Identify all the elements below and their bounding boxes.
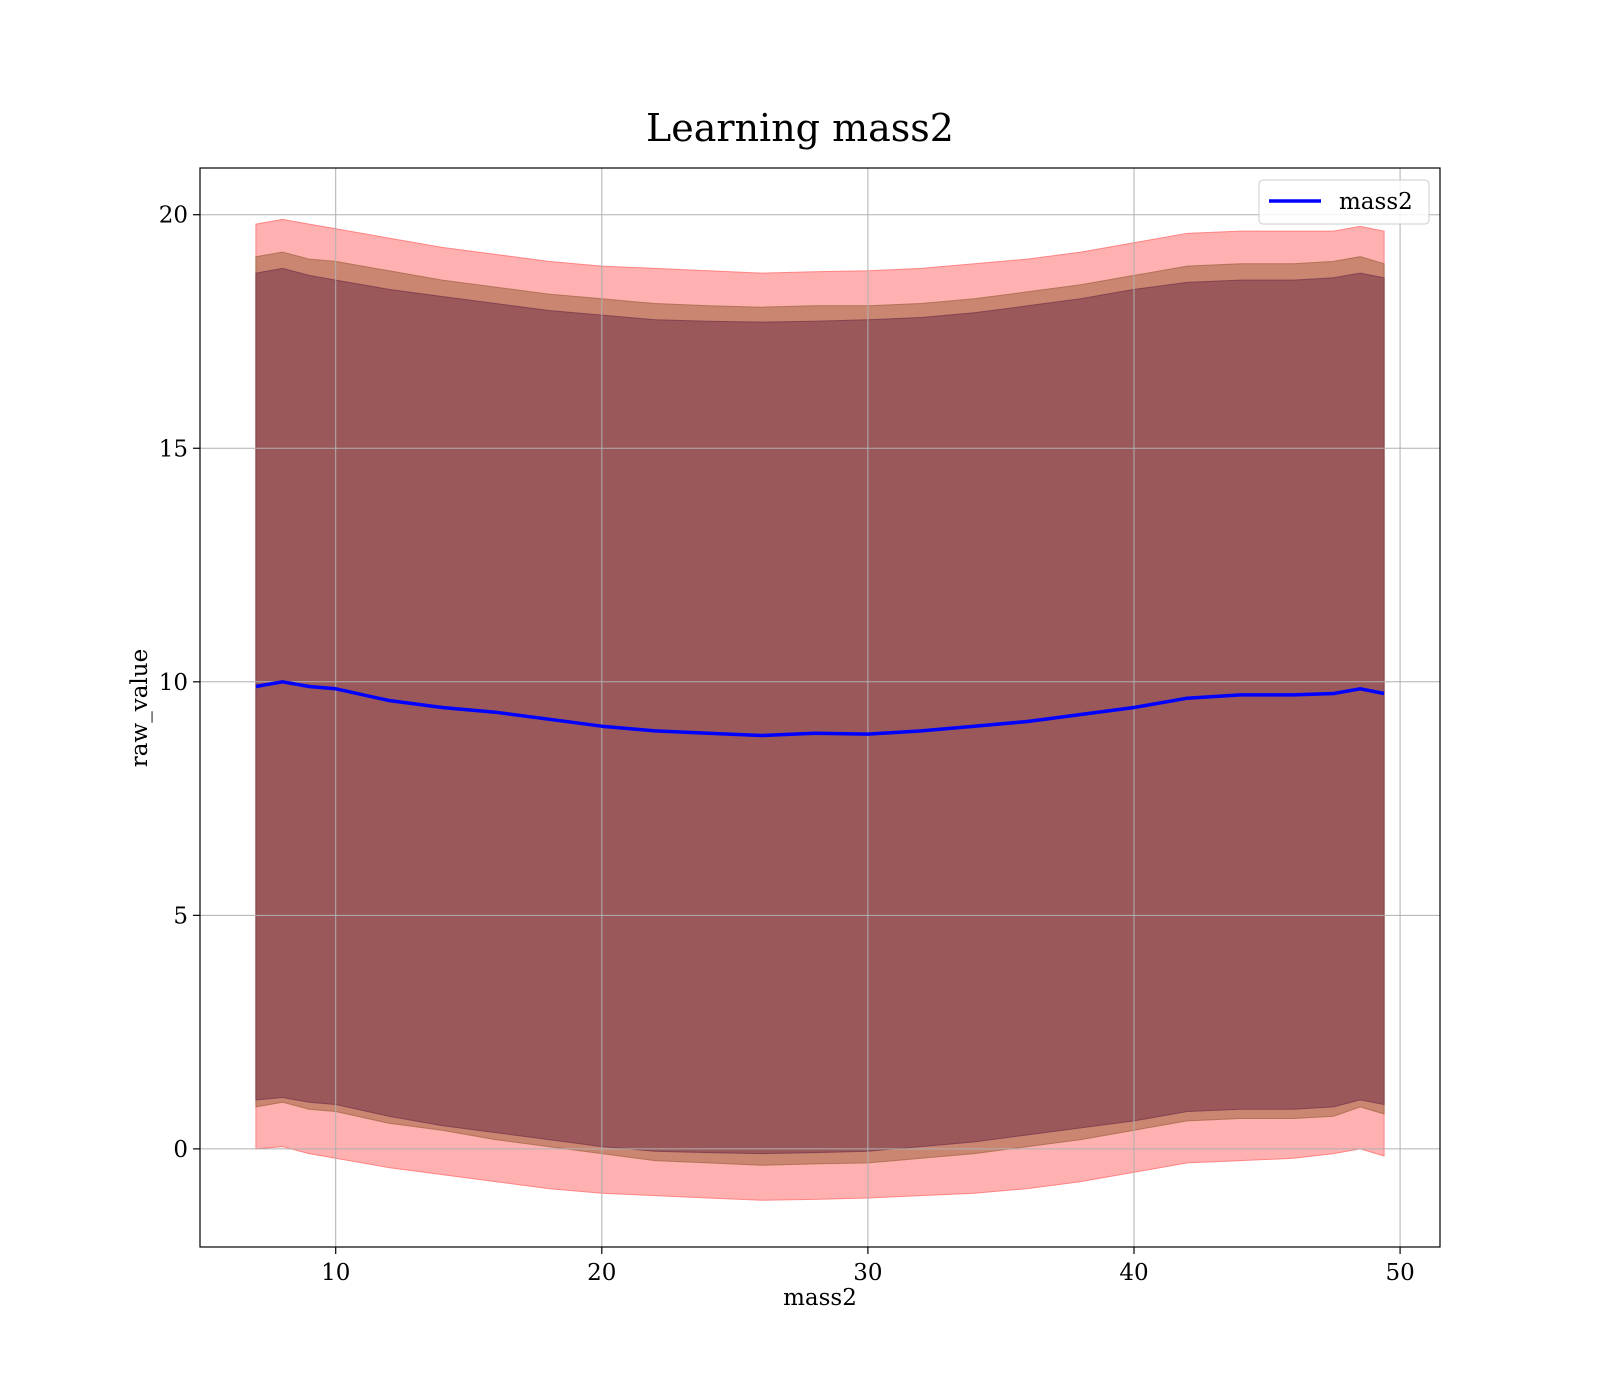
chart-title: Learning mass2	[646, 106, 954, 150]
y-tick-label: 15	[159, 436, 188, 462]
y-axis-label: raw_value	[127, 649, 153, 767]
series-line-mass2	[255, 680, 1385, 738]
uncertainty-bands	[255, 218, 1385, 1201]
x-tick-label: 30	[853, 1260, 882, 1286]
x-tick-label: 50	[1385, 1260, 1414, 1286]
x-tick-label: 40	[1119, 1260, 1148, 1286]
x-tick-label: 20	[587, 1260, 616, 1286]
x-axis-label: mass2	[783, 1285, 857, 1311]
y-tick-label: 5	[173, 903, 188, 929]
y-tick-label: 20	[159, 203, 188, 229]
legend-box	[1258, 179, 1430, 225]
x-axis-ticks: 10 20 30 40 50	[321, 1247, 1415, 1286]
x-tick-label: 10	[321, 1260, 350, 1286]
grid	[200, 168, 1440, 1247]
y-tick-label: 0	[173, 1137, 188, 1163]
band-inner	[255, 267, 1385, 1155]
y-tick-label: 10	[159, 670, 188, 696]
legend: mass2	[1258, 179, 1430, 225]
y-axis-ticks: 0 5 10 15 20	[159, 203, 200, 1163]
plot-frame	[199, 167, 1441, 1248]
series-lines	[255, 680, 1385, 738]
legend-entry-mass2: mass2	[1339, 189, 1413, 215]
